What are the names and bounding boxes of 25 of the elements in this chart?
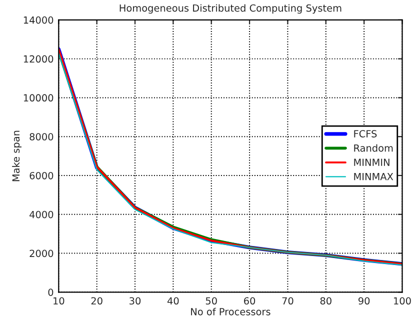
y-tick-label: 8000 <box>30 133 54 140</box>
legend-label: MINMAX <box>354 173 394 180</box>
x-tick-label: 10 <box>54 297 64 305</box>
x-tick-label: 100 <box>394 297 411 305</box>
y-tick-label: 10000 <box>24 94 54 102</box>
x-axis-title: No of Processors <box>191 308 270 316</box>
x-tick-label: 60 <box>244 297 256 305</box>
legend-label: FCFS <box>354 130 377 138</box>
x-tick-label: 90 <box>358 297 370 305</box>
x-tick-label: 40 <box>167 297 179 305</box>
y-axis-title: Make span <box>12 130 22 182</box>
y-tick-label: 0 <box>48 288 54 296</box>
x-tick-label: 70 <box>282 297 294 305</box>
x-tick-label: 30 <box>130 297 141 305</box>
y-tick-label: 14000 <box>24 16 54 24</box>
x-tick-label: 50 <box>206 297 217 305</box>
x-tick-label: 80 <box>320 297 332 305</box>
x-tick-label: 20 <box>91 297 102 305</box>
y-tick-label: 4000 <box>30 210 54 218</box>
y-tick-label: 2000 <box>30 250 54 258</box>
chart-title: Homogeneous Distributed Computing System <box>120 4 342 14</box>
y-tick-label: 12000 <box>24 55 54 63</box>
y-tick-label: 6000 <box>30 172 54 180</box>
legend-label: MINMIN <box>354 158 390 166</box>
legend-label: Random <box>354 144 393 152</box>
